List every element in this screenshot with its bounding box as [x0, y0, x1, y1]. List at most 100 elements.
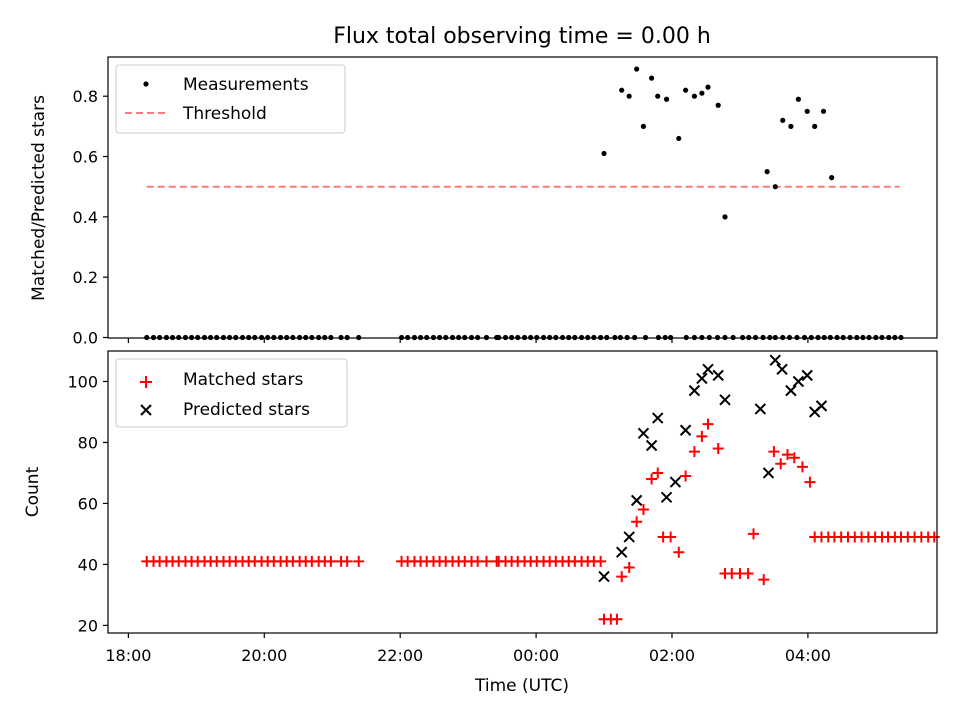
measurement-point [722, 214, 728, 220]
top-y-axis-label: Matched/Predicted stars [29, 95, 49, 301]
matched-star-point [353, 555, 365, 567]
measurement-point [634, 66, 640, 72]
x-tick-label: 02:00 [649, 646, 695, 665]
matched-star-point [680, 470, 692, 482]
bottom-plot-area [141, 354, 940, 625]
predicted-star-point [815, 400, 828, 412]
measurement-point [772, 184, 778, 190]
top-y-tick-label: 0.6 [73, 148, 98, 167]
legend-matched-marker [140, 376, 152, 388]
predicted-star-point [762, 467, 775, 479]
bottom-y-tick-label: 60 [78, 494, 98, 513]
predicted-star-point [637, 427, 650, 440]
top-legend-box [115, 64, 346, 134]
matched-star-point [637, 504, 649, 516]
predicted-star-point [776, 363, 788, 375]
matched-star-point [928, 531, 940, 543]
bottom-y-tick-label: 100 [67, 372, 98, 391]
measurement-point [663, 96, 670, 102]
predicted-star-point [623, 531, 635, 543]
predicted-star-point [769, 354, 781, 366]
matched-star-point [611, 613, 623, 625]
measurement-point [780, 117, 786, 123]
matched-star-point [782, 449, 794, 461]
measurement-point [699, 90, 705, 96]
x-tick-label: 22:00 [377, 646, 423, 665]
measurement-point [804, 108, 810, 114]
measurement-point [682, 87, 689, 93]
x-tick-label: 04:00 [785, 646, 831, 665]
bottom-legend-box [115, 358, 348, 428]
predicted-star-point [792, 375, 805, 388]
chart-title: Flux total observing time = 0.00 h [333, 24, 711, 49]
top-x-axis [127, 338, 809, 343]
measurement-point [626, 93, 632, 99]
matched-star-point [595, 555, 607, 567]
bottom-panel: 20 40 60 80 100 18:00 20:00 22:00 00:00 02:00 04:… [23, 350, 940, 696]
matched-star-point [665, 531, 677, 543]
top-axes-frame [107, 56, 938, 339]
bottom-legend: Matched stars Predicted stars [115, 358, 348, 428]
matched-star-point [796, 461, 808, 473]
predicted-star-point [598, 570, 610, 583]
matched-star-point [631, 516, 643, 528]
bottom-y-tick-label: 40 [78, 555, 98, 574]
matched-star-point [775, 458, 787, 470]
measurement-point [640, 123, 647, 129]
matched-star-point [616, 571, 628, 583]
matched-star-point [788, 452, 800, 464]
predicted-star-point [645, 439, 658, 452]
predicted-star-point [801, 369, 813, 382]
measurement-point [619, 87, 625, 93]
measurement-point [829, 175, 835, 181]
bottom-axes-frame [107, 350, 938, 634]
measurement-point [655, 93, 661, 99]
top-legend: Measurements Threshold [115, 64, 346, 134]
predicted-star-point [719, 394, 731, 406]
matched-star-point [341, 555, 353, 567]
predicted-star-point [702, 363, 714, 375]
matched-star-point [758, 574, 770, 586]
measurement-point [715, 102, 721, 108]
measurement-point [764, 169, 770, 175]
legend-measurements-label: Measurements [183, 75, 309, 95]
matched-star-point [768, 446, 780, 458]
predicted-star-point [679, 424, 692, 436]
legend-predicted-label: Predicted stars [183, 400, 310, 420]
legend-matched-label: Matched stars [183, 370, 303, 390]
measurement-point [820, 108, 827, 114]
matched-star-point [688, 446, 700, 458]
matched-star-point [804, 476, 816, 488]
measurement-point [795, 96, 801, 102]
measurement-point [676, 135, 682, 142]
matched-star-point [673, 546, 685, 558]
measurement-point [691, 93, 698, 99]
matched-star-point [646, 473, 658, 485]
bottom-y-tick-label: 20 [78, 616, 98, 635]
top-y-axis: 0.0 0.2 0.4 0.6 0.8 [73, 87, 108, 348]
matched-star-point [702, 418, 714, 430]
top-y-tick-label: 0.2 [73, 268, 98, 287]
bottom-y-axis: 20 40 60 80 100 [67, 372, 108, 635]
predicted-star-point [652, 412, 664, 424]
matched-star-point [325, 555, 337, 567]
predicted-star-point [616, 546, 628, 558]
predicted-star-point [669, 476, 682, 488]
x-tick-label: 20:00 [241, 646, 287, 665]
matched-star-point [652, 467, 664, 479]
top-y-tick-label: 0.4 [73, 208, 98, 227]
measurement-point [649, 75, 655, 81]
matched-star-point [742, 568, 754, 580]
measurement-point [812, 123, 818, 129]
bottom-x-axis: 18:00 20:00 22:00 00:00 02:00 04:00 [105, 633, 831, 665]
bottom-y-axis-label: Count [23, 466, 43, 517]
x-tick-label: 18:00 [105, 646, 151, 665]
measurement-point [788, 123, 794, 129]
top-y-tick-label: 0.0 [73, 329, 98, 348]
x-tick-label: 00:00 [513, 646, 559, 665]
measurement-point [705, 84, 711, 90]
legend-measurements-marker [143, 81, 149, 87]
predicted-star-point [660, 491, 673, 504]
predicted-star-point [688, 384, 701, 397]
top-panel: 0.00.20.40.60.8 Matched/Predicted stars … [29, 56, 938, 348]
